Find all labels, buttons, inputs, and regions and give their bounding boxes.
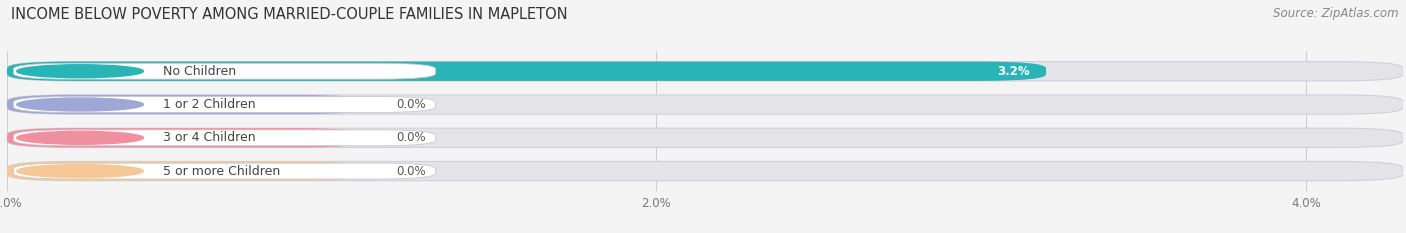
FancyBboxPatch shape — [14, 63, 436, 79]
FancyBboxPatch shape — [7, 95, 1403, 114]
Text: 5 or more Children: 5 or more Children — [163, 164, 280, 178]
FancyBboxPatch shape — [14, 130, 436, 146]
FancyBboxPatch shape — [7, 161, 364, 181]
Text: No Children: No Children — [163, 65, 236, 78]
Circle shape — [17, 98, 143, 111]
FancyBboxPatch shape — [7, 95, 364, 114]
Text: 0.0%: 0.0% — [396, 164, 426, 178]
FancyBboxPatch shape — [7, 62, 1046, 81]
Text: 3 or 4 Children: 3 or 4 Children — [163, 131, 256, 144]
FancyBboxPatch shape — [14, 97, 436, 113]
FancyBboxPatch shape — [7, 62, 1403, 81]
FancyBboxPatch shape — [7, 128, 1403, 147]
FancyBboxPatch shape — [7, 128, 364, 147]
Text: 0.0%: 0.0% — [396, 98, 426, 111]
Circle shape — [17, 65, 143, 78]
FancyBboxPatch shape — [7, 161, 1403, 181]
Text: 0.0%: 0.0% — [396, 131, 426, 144]
Circle shape — [17, 131, 143, 144]
Text: 1 or 2 Children: 1 or 2 Children — [163, 98, 256, 111]
Text: 3.2%: 3.2% — [997, 65, 1029, 78]
FancyBboxPatch shape — [14, 163, 436, 179]
Text: Source: ZipAtlas.com: Source: ZipAtlas.com — [1274, 7, 1399, 20]
Text: INCOME BELOW POVERTY AMONG MARRIED-COUPLE FAMILIES IN MAPLETON: INCOME BELOW POVERTY AMONG MARRIED-COUPL… — [11, 7, 568, 22]
Circle shape — [17, 164, 143, 178]
